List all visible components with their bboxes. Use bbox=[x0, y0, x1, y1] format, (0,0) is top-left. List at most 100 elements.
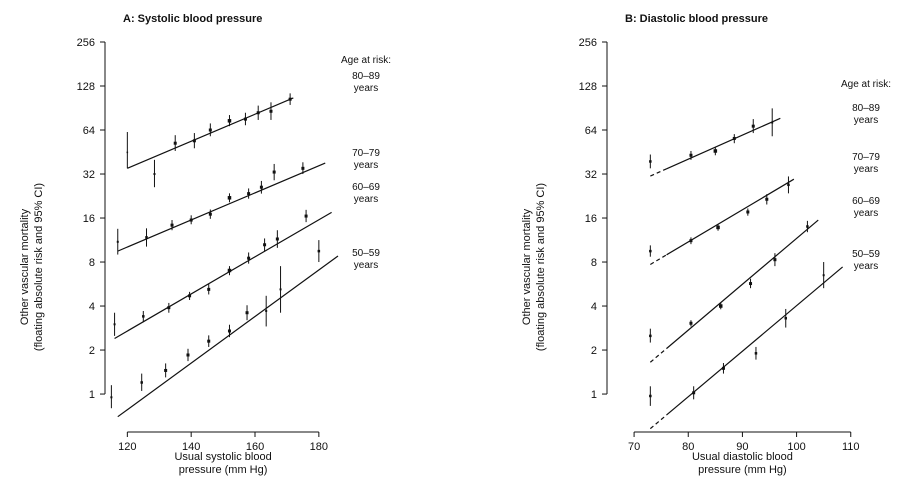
data-point bbox=[227, 268, 232, 273]
fit-line bbox=[666, 117, 781, 170]
y-tick-label: 2 bbox=[89, 345, 95, 357]
fit-line bbox=[666, 219, 819, 349]
data-point bbox=[167, 306, 171, 310]
data-point bbox=[113, 323, 116, 326]
data-point bbox=[732, 136, 736, 140]
data-point bbox=[245, 311, 249, 315]
y-axis-label: (floating absolute risk and 95% CI) bbox=[33, 183, 45, 351]
data-point bbox=[649, 394, 652, 398]
data-point bbox=[689, 153, 693, 157]
y-tick-label: 8 bbox=[591, 257, 597, 269]
y-tick-label: 256 bbox=[77, 37, 95, 49]
data-point bbox=[713, 149, 718, 153]
y-tick-label: 16 bbox=[585, 213, 597, 225]
data-point bbox=[265, 309, 268, 312]
fit-line bbox=[666, 178, 795, 256]
data-point bbox=[207, 287, 211, 291]
age-label: 50–59 bbox=[852, 249, 880, 260]
data-point bbox=[765, 197, 769, 201]
data-point bbox=[173, 141, 177, 145]
data-point bbox=[110, 396, 113, 399]
data-point bbox=[771, 121, 774, 124]
data-point bbox=[116, 240, 119, 243]
y-tick-label: 32 bbox=[83, 169, 95, 181]
data-point bbox=[192, 139, 196, 143]
data-point bbox=[142, 315, 145, 318]
age-label: years bbox=[854, 208, 878, 219]
x-tick-label: 140 bbox=[182, 441, 200, 453]
data-point bbox=[227, 196, 232, 200]
fit-line bbox=[114, 211, 332, 339]
age-label: 70–79 bbox=[352, 148, 380, 159]
data-point bbox=[288, 97, 292, 101]
age-label: years bbox=[854, 164, 878, 175]
y-axis-label: (floating absolute risk and 95% CI) bbox=[535, 183, 547, 351]
data-point bbox=[247, 256, 251, 260]
data-point bbox=[279, 288, 282, 291]
x-tick-label: 110 bbox=[842, 441, 860, 453]
y-tick-label: 4 bbox=[591, 301, 597, 313]
data-point bbox=[275, 237, 279, 241]
age-label: 50–59 bbox=[352, 248, 380, 259]
y-tick-label: 128 bbox=[77, 81, 95, 93]
data-point bbox=[189, 218, 193, 222]
legend-title: Age at risk: bbox=[841, 79, 891, 90]
fit-line-dashed bbox=[649, 414, 667, 430]
x-axis-label: Usual diastolic blood bbox=[692, 451, 793, 463]
x-axis-label: pressure (mm Hg) bbox=[179, 464, 268, 476]
fit-line bbox=[117, 162, 326, 252]
y-tick-label: 64 bbox=[83, 125, 95, 137]
age-label: 70–79 bbox=[852, 152, 880, 163]
data-point bbox=[751, 124, 755, 128]
x-tick-label: 120 bbox=[118, 441, 136, 453]
y-axis-label: Other vascular mortality bbox=[19, 208, 31, 325]
age-label: years bbox=[354, 194, 378, 205]
data-point bbox=[247, 192, 251, 196]
x-tick-label: 100 bbox=[787, 441, 805, 453]
data-point bbox=[716, 225, 720, 230]
age-label: years bbox=[354, 160, 378, 171]
data-point bbox=[721, 366, 725, 370]
y-tick-label: 8 bbox=[89, 257, 95, 269]
x-tick-label: 80 bbox=[682, 441, 694, 453]
data-point bbox=[272, 170, 276, 174]
data-point bbox=[227, 329, 231, 333]
x-tick-label: 90 bbox=[736, 441, 748, 453]
chart-title: A: Systolic blood pressure bbox=[123, 13, 262, 25]
data-point bbox=[263, 243, 267, 247]
data-point bbox=[256, 111, 260, 115]
y-tick-label: 2 bbox=[591, 345, 597, 357]
data-point bbox=[689, 239, 693, 243]
y-tick-label: 64 bbox=[585, 125, 597, 137]
fit-line bbox=[117, 255, 339, 418]
x-tick-label: 180 bbox=[310, 441, 328, 453]
y-tick-label: 128 bbox=[579, 81, 597, 93]
data-point bbox=[806, 225, 809, 228]
data-point bbox=[188, 294, 192, 298]
y-axis-label: Other vascular mortality bbox=[521, 208, 533, 325]
data-point bbox=[692, 391, 696, 395]
data-point bbox=[259, 185, 263, 189]
age-label: years bbox=[354, 83, 378, 94]
data-point bbox=[749, 282, 753, 286]
fit-line-dashed bbox=[649, 348, 667, 363]
x-axis-label: Usual systolic blood bbox=[174, 451, 271, 463]
y-tick-label: 4 bbox=[89, 301, 95, 313]
age-label: years bbox=[854, 115, 878, 126]
data-point bbox=[170, 223, 174, 227]
data-point bbox=[649, 249, 652, 253]
y-tick-label: 1 bbox=[591, 389, 597, 401]
data-point bbox=[153, 173, 156, 176]
y-tick-label: 32 bbox=[585, 169, 597, 181]
data-point bbox=[649, 160, 652, 163]
data-point bbox=[787, 183, 790, 187]
data-point bbox=[649, 334, 652, 338]
data-point bbox=[301, 166, 305, 170]
